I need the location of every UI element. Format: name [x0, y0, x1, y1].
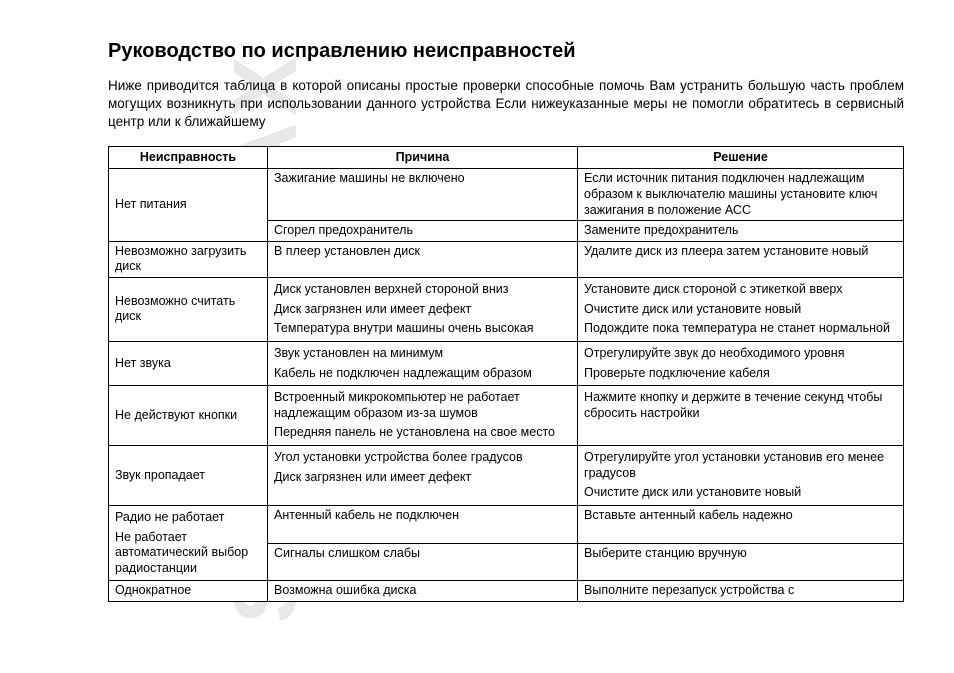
page-title: Руководство по исправлению неисправносте… — [108, 40, 904, 63]
cell-cause: Антенный кабель не подключен — [268, 505, 578, 543]
cell-solution: Вставьте антенный кабель надежно — [578, 505, 904, 543]
document-page: Руководство по исправлению неисправносте… — [0, 0, 954, 622]
problem-line: Радио не работает — [115, 508, 261, 528]
cell-solution: Выполните перезапуск устройства с — [578, 581, 904, 602]
cause-line: Встроенный микрокомпьютер не работает на… — [274, 388, 571, 423]
cell-cause: Сигналы слишком слабы — [268, 543, 578, 581]
table-row: Нет питания Зажигание машины не включено… — [109, 169, 904, 221]
table-row: Однократное Возможна ошибка диска Выполн… — [109, 581, 904, 602]
table-row: Нет звука Звук установлен на минимум Каб… — [109, 341, 904, 385]
table-row: Не действуют кнопки Встроенный микрокомп… — [109, 386, 904, 446]
solution-line: Очистите диск или установите новый — [584, 483, 897, 503]
intro-paragraph: Ниже приводится таблица в которой описан… — [108, 77, 904, 132]
table-row: Невозможно считать диск Диск установлен … — [109, 278, 904, 342]
cell-problem: Невозможно считать диск — [109, 278, 268, 342]
solution-line: Подождите пока температура не станет нор… — [584, 319, 897, 339]
cell-problem: Однократное — [109, 581, 268, 602]
cell-cause: Диск установлен верхней стороной вниз Ди… — [268, 278, 578, 342]
cell-solution: Если источник питания подключен надлежащ… — [578, 169, 904, 221]
solution-line: Отрегулируйте звук до необходимого уровн… — [584, 344, 897, 364]
solution-line: Установите диск стороной с этикеткой вве… — [584, 280, 897, 300]
cell-cause: Сгорел предохранитель — [268, 221, 578, 242]
cell-problem: Нет питания — [109, 169, 268, 242]
solution-line: Нажмите кнопку и держите в течение секун… — [584, 388, 897, 423]
cell-cause: Звук установлен на минимум Кабель не под… — [268, 341, 578, 385]
cause-line: Диск загрязнен или имеет дефект — [274, 300, 571, 320]
cell-solution: Удалите диск из плеера затем установите … — [578, 241, 904, 277]
cell-cause: В плеер установлен диск — [268, 241, 578, 277]
cell-solution: Выберите станцию вручную — [578, 543, 904, 581]
cause-line: Кабель не подключен надлежащим образом — [274, 364, 571, 384]
solution-line: Отрегулируйте угол установки установив е… — [584, 448, 897, 483]
cell-cause: Зажигание машины не включено — [268, 169, 578, 221]
cause-line: Диск загрязнен или имеет дефект — [274, 468, 571, 488]
cell-cause: Встроенный микрокомпьютер не работает на… — [268, 386, 578, 446]
cell-solution: Нажмите кнопку и держите в течение секун… — [578, 386, 904, 446]
cell-cause: Угол установки устройства более градусов… — [268, 446, 578, 506]
cause-line: Звук установлен на минимум — [274, 344, 571, 364]
cell-problem: Нет звука — [109, 341, 268, 385]
col-header-cause: Причина — [268, 146, 578, 169]
solution-line: Очистите диск или установите новый — [584, 300, 897, 320]
col-header-solution: Решение — [578, 146, 904, 169]
troubleshooting-table: Неисправность Причина Решение Нет питани… — [108, 146, 904, 602]
cell-solution: Замените предохранитель — [578, 221, 904, 242]
solution-line: Проверьте подключение кабеля — [584, 364, 897, 384]
cell-problem: Невозможно загрузить диск — [109, 241, 268, 277]
table-row: Радио не работает Не работает автоматиче… — [109, 505, 904, 543]
table-header-row: Неисправность Причина Решение — [109, 146, 904, 169]
cell-solution: Установите диск стороной с этикеткой вве… — [578, 278, 904, 342]
cell-solution: Отрегулируйте звук до необходимого уровн… — [578, 341, 904, 385]
col-header-problem: Неисправность — [109, 146, 268, 169]
problem-line: Не работает автоматический выбор радиост… — [115, 528, 261, 579]
cell-problem: Радио не работает Не работает автоматиче… — [109, 505, 268, 581]
cause-line: Температура внутри машины очень высокая — [274, 319, 571, 339]
cell-problem: Звук пропадает — [109, 446, 268, 506]
cause-line: Угол установки устройства более градусов — [274, 448, 571, 468]
table-row: Звук пропадает Угол установки устройства… — [109, 446, 904, 506]
cell-problem: Не действуют кнопки — [109, 386, 268, 446]
cause-line: Передняя панель не установлена на свое м… — [274, 423, 571, 443]
cause-line: Диск установлен верхней стороной вниз — [274, 280, 571, 300]
cell-solution: Отрегулируйте угол установки установив е… — [578, 446, 904, 506]
table-row: Невозможно загрузить диск В плеер устано… — [109, 241, 904, 277]
cell-cause: Возможна ошибка диска — [268, 581, 578, 602]
